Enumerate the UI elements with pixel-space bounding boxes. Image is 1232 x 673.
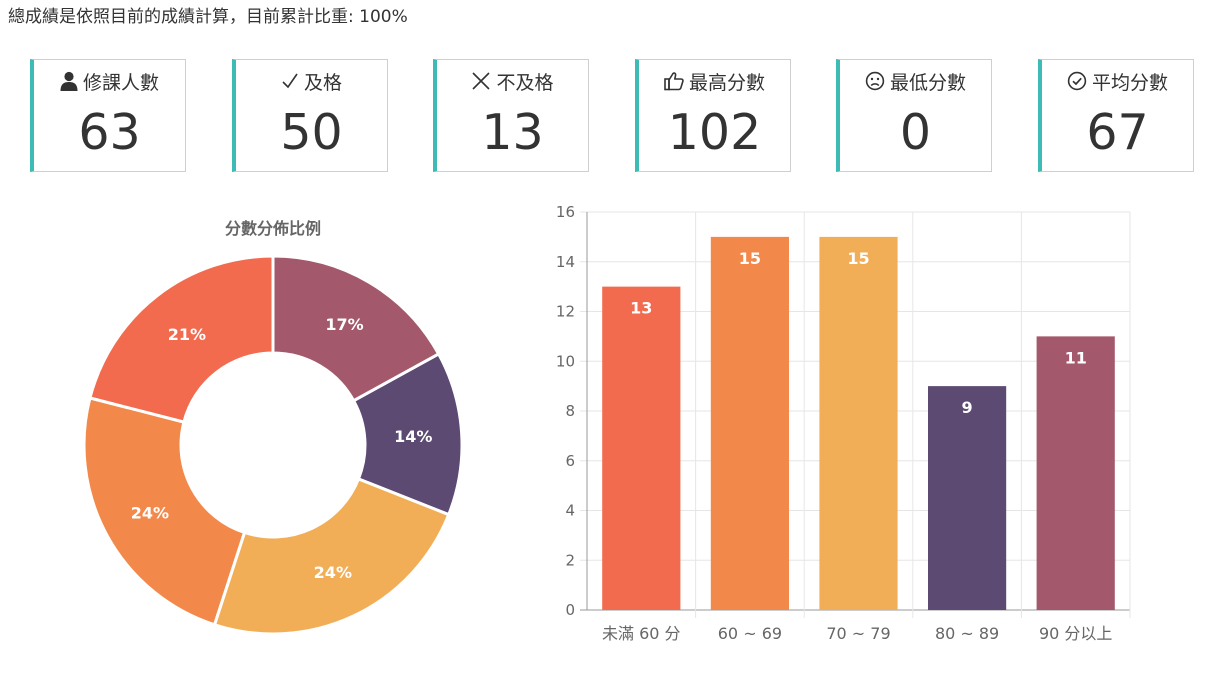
stat-card-average: 平均分數 67 <box>1038 59 1194 172</box>
score-distribution-bar-chart: 0 2 4 6 8 10 12 14 16 13 未滿 60 分 15 60 ~ 69 15 70 ~ 79… <box>556 203 1131 643</box>
score-distribution-donut-chart: 分數分佈比例 21% 24% 24% 14% 17% <box>82 219 464 636</box>
user-icon <box>60 71 78 91</box>
check-circle-icon <box>1067 71 1087 91</box>
bar-value-label: 15 <box>847 249 869 268</box>
donut-slice <box>212 476 451 636</box>
y-tick-label: 16 <box>556 203 575 221</box>
bar-value-label: 13 <box>630 299 652 318</box>
bar <box>602 286 681 610</box>
grade-summary-text: 總成績是依照目前的成績計算，目前累計比重: 100% <box>8 7 408 27</box>
donut-chart-title: 分數分佈比例 <box>225 219 321 238</box>
x-tick-label: 未滿 60 分 <box>602 624 681 643</box>
x-tick-label: 80 ~ 89 <box>935 624 999 643</box>
stat-label-failed: 不及格 <box>496 71 554 94</box>
donut-slice-label: 21% <box>168 325 206 344</box>
bar-value-label: 9 <box>962 398 973 417</box>
stat-value-passed: 50 <box>280 104 343 161</box>
stat-card-enrolled: 修課人數 63 <box>30 59 186 172</box>
y-tick-label: 0 <box>565 601 575 619</box>
check-icon <box>282 73 298 89</box>
cross-icon <box>472 72 491 90</box>
y-tick-label: 6 <box>565 452 575 470</box>
y-tick-label: 8 <box>565 402 575 420</box>
bar <box>819 236 898 610</box>
x-tick-label: 70 ~ 79 <box>826 624 890 643</box>
stat-label-average: 平均分數 <box>1091 71 1168 94</box>
bar <box>928 386 1007 610</box>
donut-slice <box>82 396 247 627</box>
y-tick-label: 14 <box>556 253 575 271</box>
bar <box>710 236 789 610</box>
bar <box>1036 336 1115 610</box>
stat-label-enrolled: 修課人數 <box>82 71 159 94</box>
stat-card-lowest: 最低分數 0 <box>836 59 992 172</box>
y-tick-label: 10 <box>556 352 575 370</box>
stat-value-failed: 13 <box>481 104 544 161</box>
x-tick-label: 60 ~ 69 <box>718 624 782 643</box>
stat-label-passed: 及格 <box>303 71 342 94</box>
stat-label-lowest: 最低分數 <box>889 71 966 94</box>
donut-slice-label: 24% <box>131 504 169 523</box>
stat-label-highest: 最高分數 <box>688 71 765 94</box>
stat-value-enrolled: 63 <box>78 104 141 161</box>
donut-slice <box>88 254 275 424</box>
y-tick-label: 2 <box>565 551 575 569</box>
stat-card-highest: 最高分數 102 <box>635 59 791 172</box>
stat-card-passed: 及格 50 <box>232 59 388 172</box>
donut-slice <box>271 254 441 403</box>
stat-value-average: 67 <box>1086 104 1149 161</box>
y-tick-label: 4 <box>565 502 575 520</box>
donut-slice-label: 14% <box>394 427 432 446</box>
frown-icon <box>865 71 885 91</box>
donut-slice-label: 17% <box>325 315 363 334</box>
x-tick-label: 90 分以上 <box>1039 624 1112 643</box>
donut-slice-label: 24% <box>314 563 352 582</box>
bar-value-label: 15 <box>739 249 761 268</box>
thumbs-up-icon <box>664 72 684 91</box>
stat-card-failed: 不及格 13 <box>433 59 589 172</box>
y-tick-label: 12 <box>556 303 575 321</box>
stat-value-lowest: 0 <box>899 104 932 161</box>
bar-value-label: 11 <box>1065 348 1087 367</box>
stat-value-highest: 102 <box>667 104 762 161</box>
